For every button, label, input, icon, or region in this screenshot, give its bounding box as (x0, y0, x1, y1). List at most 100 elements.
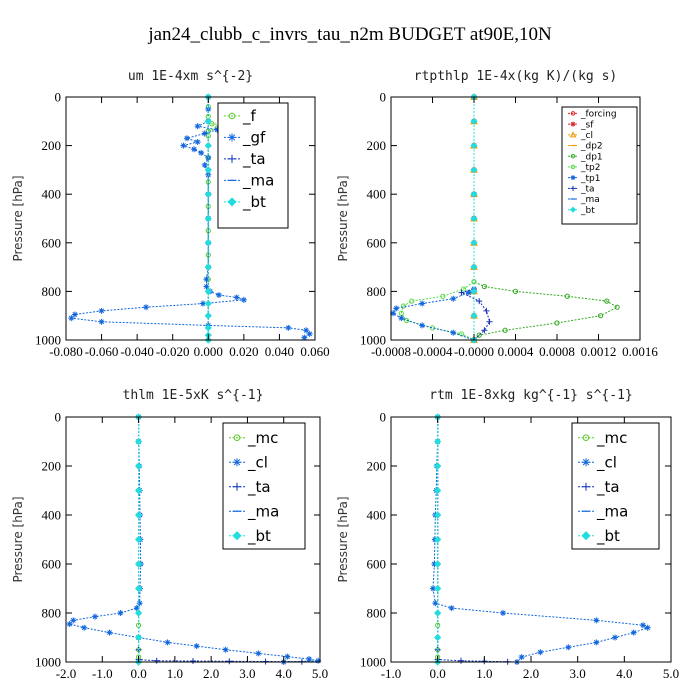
legend-label: _dp1 (580, 152, 603, 162)
legend-marker (232, 531, 242, 541)
legend-marker (233, 458, 241, 467)
data-point (450, 295, 457, 302)
y-axis-label: Pressure [hPa] (336, 496, 350, 582)
data-point (470, 214, 478, 223)
data-point (564, 293, 570, 299)
data-point (483, 307, 490, 314)
chart-panel-3: thlm 1E-5xK s^{-1} Pressure [hPa] -2.0 -1.0… (11, 388, 328, 681)
series-line (70, 97, 311, 338)
x-tick-label: 1.0 (476, 666, 492, 681)
data-point (183, 135, 190, 142)
legend-label: _mc (247, 429, 278, 448)
x-tick-label: -0.0004 (412, 344, 453, 359)
data-point (135, 560, 143, 568)
data-point (233, 294, 240, 301)
data-point (204, 214, 212, 223)
series-tp2 (398, 94, 477, 343)
data-point (106, 629, 113, 636)
data-point (470, 287, 478, 295)
data-point (315, 657, 322, 664)
legend-marker (233, 482, 241, 491)
y-axis-label: Pressure [hPa] (11, 175, 25, 261)
panel-title: thlm 1E-5xK s^{-1} (123, 388, 264, 403)
data-point (434, 633, 442, 642)
y-tick-label: 1000 (360, 333, 386, 348)
data-point (194, 123, 201, 130)
x-tick-label: 5.0 (663, 666, 679, 681)
panels: um 1E-4xm s^{-2}Pressure [hPa]-0.080 -0.0… (11, 69, 679, 681)
y-tick-label: 400 (367, 508, 387, 523)
series-ta (434, 414, 511, 665)
series-line (392, 97, 475, 341)
legend-label: _ma (247, 502, 279, 521)
data-point (204, 299, 212, 308)
legend-label: _cl (596, 453, 617, 472)
series-cl (430, 414, 651, 665)
data-point (98, 307, 105, 314)
y-tick-label: 800 (367, 284, 387, 299)
x-tick-label: 0.0016 (622, 344, 658, 359)
data-point (135, 609, 143, 617)
data-point (135, 437, 143, 446)
data-point (204, 117, 212, 125)
x-tick-label: 5.0 (312, 666, 328, 681)
legend-label: _sf (580, 120, 594, 130)
data-point (461, 286, 467, 292)
series-bt (434, 413, 442, 666)
legend-marker (570, 164, 576, 170)
data-point (470, 166, 478, 174)
data-point (465, 289, 472, 296)
data-point (434, 437, 442, 446)
y-tick-label: 1000 (35, 333, 61, 348)
data-point (419, 300, 426, 307)
data-point (440, 293, 446, 299)
x-tick-label: -0.040 (120, 344, 154, 359)
data-point (190, 658, 196, 665)
data-point (458, 289, 465, 296)
x-tick-label: -0.0000 (454, 344, 494, 359)
data-point (204, 287, 212, 295)
data-point (398, 315, 405, 322)
legend-label: _ta (580, 184, 595, 194)
series-bt (135, 413, 143, 666)
legend-marker (570, 121, 576, 127)
data-point (434, 462, 442, 470)
legend: _mc _cl _ta _ma _bt (222, 422, 306, 550)
data-point (470, 190, 478, 198)
legend-marker (228, 154, 236, 163)
legend-marker (570, 185, 576, 191)
legend-label: _cl (247, 453, 268, 472)
y-tick-label: 800 (42, 284, 62, 299)
data-point (135, 486, 143, 495)
data-point (434, 535, 442, 544)
data-point (486, 318, 493, 325)
legend-marker (227, 197, 237, 207)
legend-label: _tp1 (580, 174, 600, 184)
panel-title: um 1E-4xm s^{-2} (128, 69, 253, 84)
data-point (203, 276, 210, 283)
data-point (199, 300, 206, 307)
x-tick-label: 0.020 (229, 344, 258, 359)
x-tick-label: 0.0 (130, 666, 146, 681)
data-point (593, 639, 600, 646)
y-tick-label: 600 (367, 235, 387, 250)
data-point (66, 621, 73, 628)
y-tick-label: 0 (55, 410, 62, 425)
data-point (434, 486, 442, 495)
x-tick-label: 1.0 (167, 666, 183, 681)
data-point (604, 298, 610, 304)
data-point (284, 653, 291, 660)
data-point (164, 639, 171, 646)
data-point (390, 310, 397, 317)
data-point (409, 298, 415, 304)
y-tick-label: 600 (42, 557, 62, 572)
data-point (434, 584, 442, 593)
series-bt (470, 93, 478, 344)
data-point (204, 263, 212, 271)
y-tick-label: 400 (42, 508, 62, 523)
data-point (458, 657, 464, 664)
x-tick-label: 3.0 (239, 666, 255, 681)
legend-label: _gf (242, 129, 266, 148)
legend-label: _ma (242, 172, 274, 191)
